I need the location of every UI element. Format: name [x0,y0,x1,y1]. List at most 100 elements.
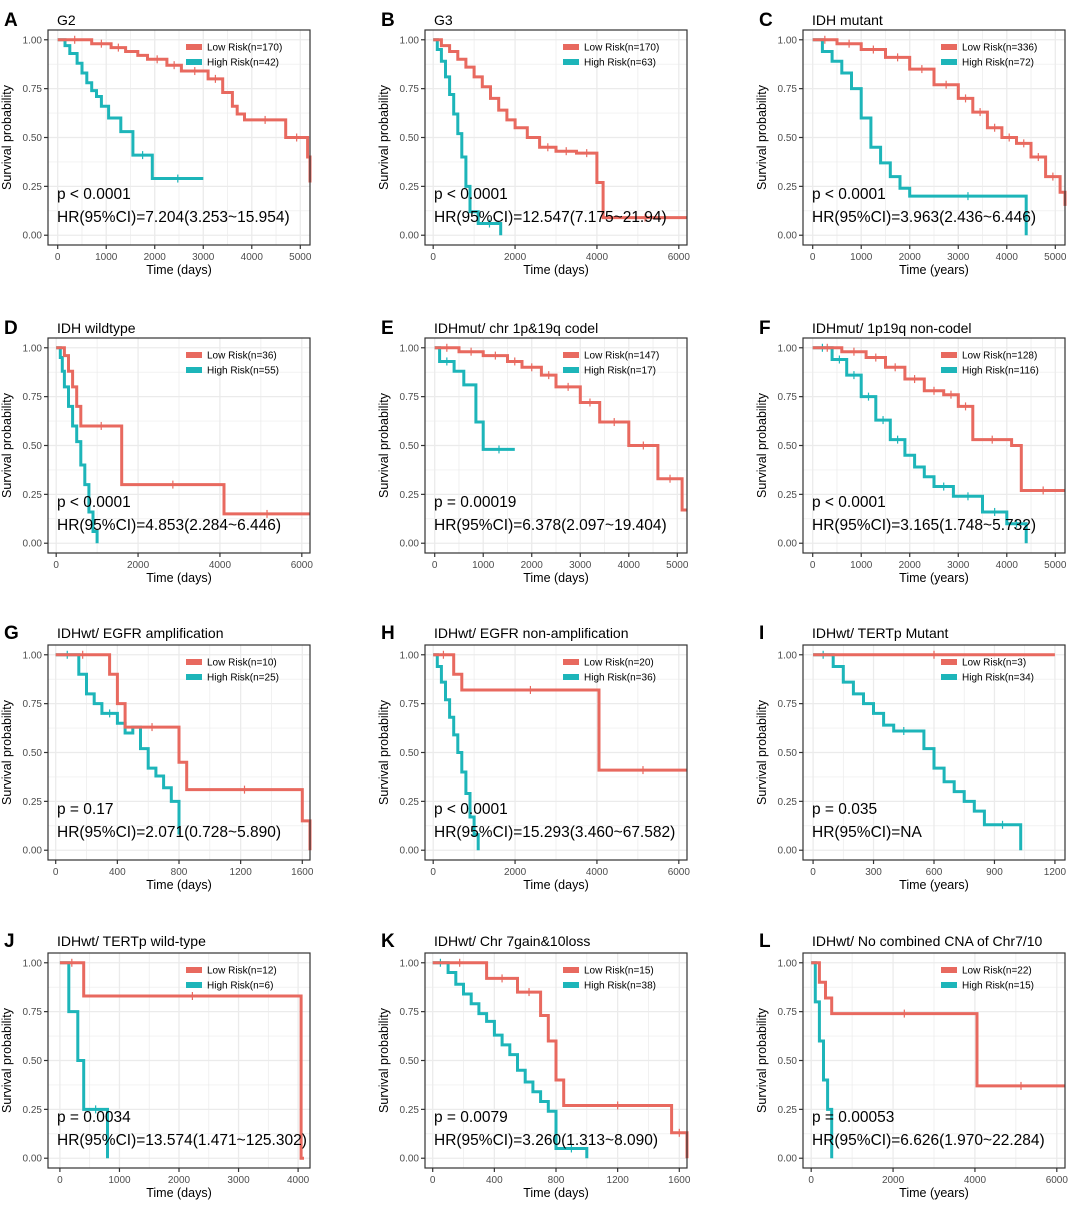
y-tick-label: 0.00 [778,846,798,857]
panel-b: B G3 0.00 0.25 0.50 0.75 1.00 Survival probabil… [377,10,690,277]
legend: Low Risk(n=147) High Risk(n=17) [563,351,659,377]
y-axis: 0.00 0.25 0.50 0.75 1.00 [400,343,425,550]
low-risk-curve [433,38,687,220]
panel-c: C IDH mutant 0.00 0.25 0.50 0.75 1.00 Survival … [755,10,1067,277]
y-tick-label: 0.00 [400,539,420,550]
y-tick-label: 0.00 [400,231,420,242]
y-tick-label: 0.00 [23,846,43,857]
y-tick-label: 0.50 [778,133,798,144]
y-tick-label: 0.50 [400,133,420,144]
panel-l: L IDHwt/ No combined CNA of Chr7/100.000.… [755,931,1068,1200]
hazard-ratio-text: HR(95%CI)=4.853(2.284~6.446) [57,517,281,534]
y-tick-label: 1.00 [23,958,43,969]
y-tick-label: 0.25 [23,182,43,193]
y-tick-label: 1.00 [23,35,43,46]
panel-title: IDHmut/ chr 1p&19q codel [434,320,598,336]
legend-label-low: Low Risk(n=336) [962,43,1037,54]
x-tick-label: 0 [810,867,816,878]
x-axis-title: Time (years) [899,878,969,892]
x-axis: 0 1000 2000 3000 4000 [57,1168,310,1186]
x-tick-label: 0 [430,867,436,878]
y-tick-label: 1.00 [400,650,420,661]
x-tick-label: 3000 [569,560,592,571]
x-tick-label: 4000 [996,252,1019,263]
high-risk-curve [812,38,1028,236]
x-tick-label: 400 [486,1175,503,1186]
y-tick-label: 1.00 [23,343,43,354]
legend: Low Risk(n=36) High Risk(n=55) [186,351,279,377]
p-value-text: p = 0.00053 [812,1109,894,1126]
y-tick-label: 0.50 [400,1056,420,1067]
y-axis-title: Survival probability [377,392,391,498]
legend: Low Risk(n=10) High Risk(n=25) [186,658,279,684]
y-axis: 0.00 0.25 0.50 0.75 1.00 [400,650,425,857]
y-tick-label: 0.50 [778,441,798,452]
x-tick-label: 0 [432,560,438,571]
y-axis: 0.00 0.25 0.50 0.75 1.00 [400,35,425,242]
legend-label-high: High Risk(n=63) [584,58,656,69]
panel-title: IDHwt/ EGFR amplification [57,625,223,641]
x-axis-title: Time (days) [146,571,212,585]
panel-letter: I [759,623,764,644]
x-tick-label: 4000 [209,560,232,571]
legend: Low Risk(n=12) High Risk(n=6) [186,966,277,992]
low-risk-curve [433,653,687,772]
x-tick-label: 5000 [289,252,312,263]
y-tick-label: 1.00 [778,343,798,354]
y-tick-label: 0.75 [23,84,43,95]
panel-d: D IDH wildtype 0.00 0.25 0.50 0.75 1.00 Surviva… [0,318,313,585]
x-tick-label: 2000 [504,867,527,878]
y-axis: 0.00 0.25 0.50 0.75 1.00 [778,958,803,1165]
x-axis: 0 1000 2000 3000 4000 5000 [810,553,1067,571]
p-value-text: p = 0.0034 [57,1109,131,1126]
legend-label-low: Low Risk(n=15) [584,966,654,977]
x-axis-title: Time (years) [899,571,969,585]
x-axis-title: Time (days) [523,1186,589,1200]
p-value-text: p = 0.035 [812,801,877,818]
y-tick-label: 1.00 [400,958,420,969]
x-axis: 0 2000 4000 6000 [430,860,690,878]
panel-letter: C [759,10,773,31]
high-risk-curve [812,346,1028,544]
legend: Low Risk(n=20) High Risk(n=36) [563,658,656,684]
legend-label-high: High Risk(n=25) [207,673,279,684]
y-tick-label: 0.00 [778,539,798,550]
x-axis: 0 2000 4000 6000 [808,1168,1068,1186]
y-tick-label: 0.00 [400,1154,420,1165]
y-tick-label: 1.00 [400,35,420,46]
legend-label-high: High Risk(n=38) [584,981,656,992]
p-value-text: p < 0.0001 [434,801,508,818]
x-axis-title: Time (days) [146,1186,212,1200]
x-tick-label: 2000 [899,252,922,263]
high-risk-curve [811,961,834,1159]
legend-label-low: Low Risk(n=170) [207,43,282,54]
panel-h: H IDHwt/ EGFR non-amplification0.000.250.… [377,623,690,892]
y-tick-label: 0.25 [400,1105,420,1116]
hazard-ratio-text: HR(95%CI)=NA [812,824,922,841]
low-risk-censor-marks [74,35,298,142]
y-axis-title: Survival probability [755,699,769,805]
low-risk-censor-marks [826,343,1044,495]
y-tick-label: 0.25 [23,1105,43,1116]
low-risk-censor-marks [547,143,646,222]
legend: Low Risk(n=15) High Risk(n=38) [563,966,656,992]
panel-title: G2 [57,12,76,28]
panel-letter: E [381,318,394,339]
y-axis: 0.00 0.25 0.50 0.75 1.00 [23,650,48,857]
x-tick-label: 1200 [1044,867,1067,878]
y-tick-label: 1.00 [778,650,798,661]
gridlines [425,30,687,245]
x-tick-label: 2000 [882,1175,905,1186]
x-axis-title: Time (days) [523,263,589,277]
high-risk-curve [433,653,480,851]
x-tick-label: 0 [810,560,816,571]
y-axis: 0.00 0.25 0.50 0.75 1.00 [23,343,48,550]
gridlines [48,338,310,553]
gridlines [48,953,310,1168]
x-tick-label: 6000 [1046,1175,1069,1186]
x-tick-label: 600 [926,867,943,878]
low-risk-censor-marks [82,650,246,794]
x-tick-label: 2000 [144,252,167,263]
x-tick-label: 0 [53,560,59,571]
